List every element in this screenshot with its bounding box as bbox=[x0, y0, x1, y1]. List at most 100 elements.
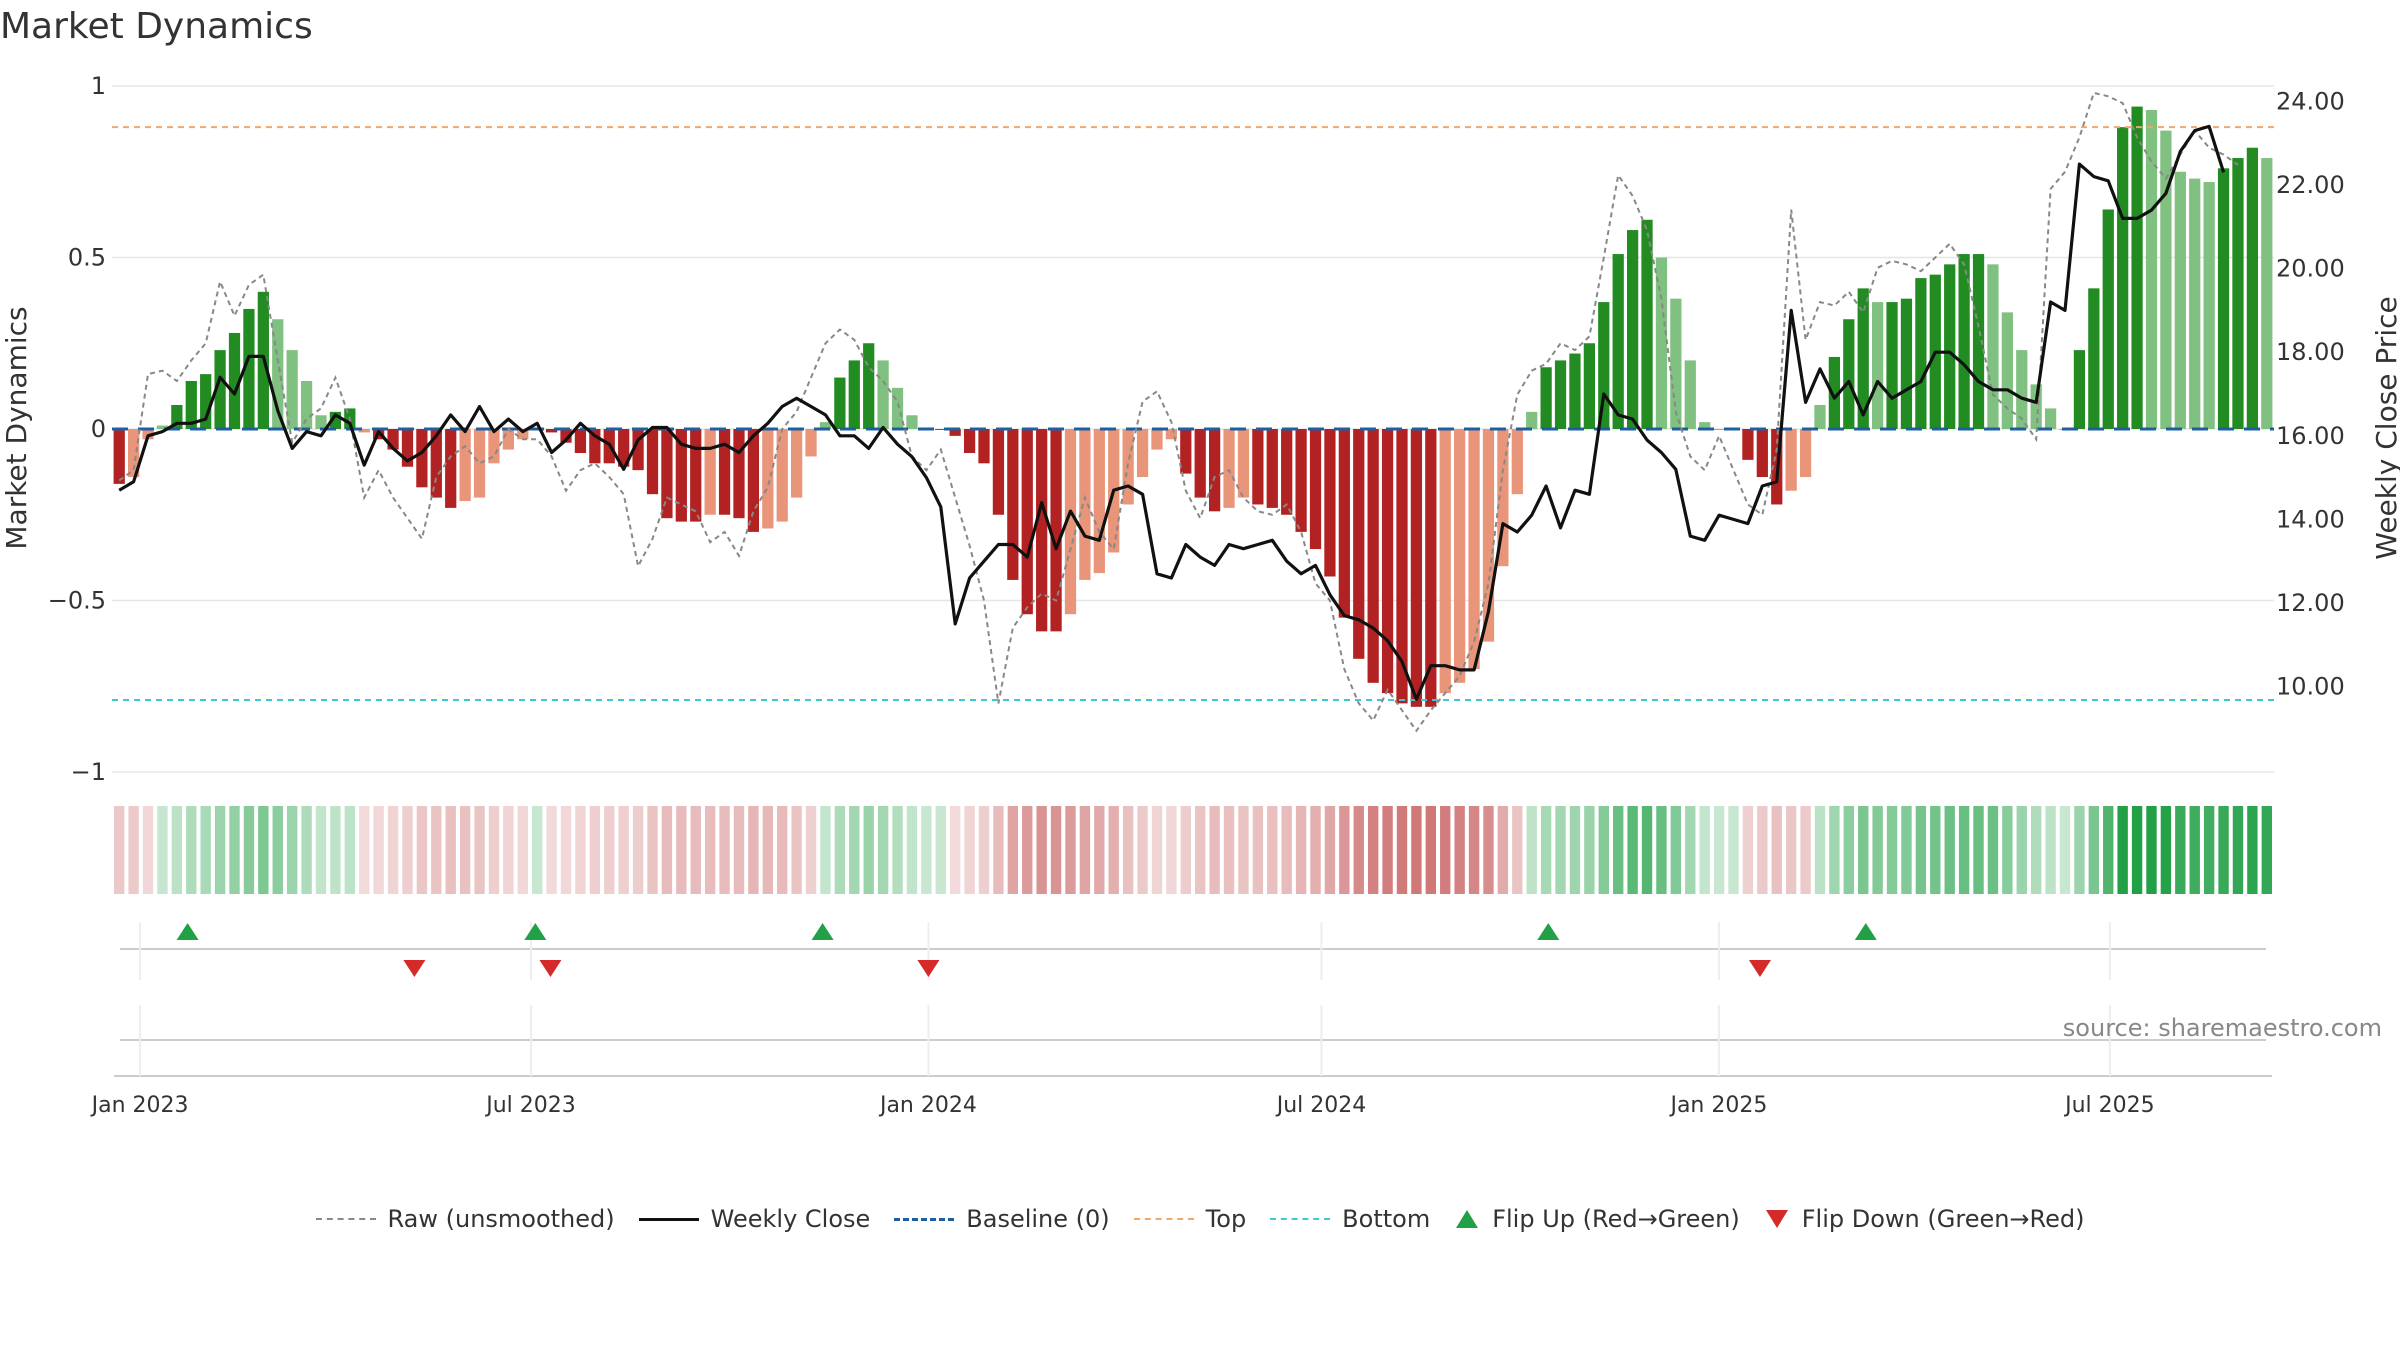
dynamics-bar bbox=[1036, 429, 1048, 632]
chart-title: Market Dynamics bbox=[0, 6, 313, 47]
heat-cell bbox=[762, 806, 773, 894]
heat-cell bbox=[1915, 806, 1927, 894]
dynamics-bar bbox=[1684, 360, 1696, 429]
dynamics-bar bbox=[805, 429, 817, 457]
dynamics-bar bbox=[1295, 429, 1307, 532]
heat-cell bbox=[503, 806, 514, 894]
series-lines bbox=[118, 91, 2239, 733]
heat-cell bbox=[661, 806, 673, 894]
heat-cell bbox=[906, 806, 918, 894]
heat-cell bbox=[2103, 806, 2114, 894]
heat-cell bbox=[704, 806, 716, 894]
dynamics-bar bbox=[1915, 278, 1927, 429]
dynamics-bar bbox=[2044, 408, 2057, 429]
heat-cell bbox=[157, 806, 168, 894]
heat-cell bbox=[1411, 806, 1422, 894]
heat-cell bbox=[1627, 806, 1638, 894]
dynamics-bar bbox=[214, 350, 226, 429]
dynamics-bar bbox=[1670, 298, 1682, 429]
dynamics-bar bbox=[1252, 429, 1264, 505]
heat-cell bbox=[186, 806, 197, 894]
y2-tick-label: 16.00 bbox=[2276, 422, 2345, 450]
dynamics-bar bbox=[1353, 429, 1365, 659]
dynamics-bar bbox=[1396, 429, 1408, 704]
heat-cell bbox=[402, 806, 413, 894]
dynamics-bar bbox=[2145, 110, 2158, 429]
heat-cell bbox=[2232, 806, 2244, 894]
heat-cell bbox=[589, 806, 601, 894]
dynamics-bar bbox=[430, 429, 442, 498]
heat-cell bbox=[2175, 806, 2186, 894]
dynamics-bar bbox=[1511, 429, 1523, 495]
dynamics-bar bbox=[1843, 319, 1855, 429]
dynamics-bar bbox=[2246, 147, 2259, 430]
dynamics-bar bbox=[863, 343, 875, 429]
heat-cell bbox=[1757, 806, 1768, 894]
heat-cell bbox=[272, 806, 283, 894]
heat-cell bbox=[1267, 806, 1278, 894]
heat-cell bbox=[1195, 806, 1206, 894]
dynamics-bars bbox=[113, 106, 2273, 707]
dynamics-bar bbox=[2232, 158, 2244, 429]
heat-cell bbox=[431, 806, 442, 894]
heat-cell bbox=[604, 806, 615, 894]
heat-cell bbox=[387, 806, 399, 894]
y2-tick-label: 18.00 bbox=[2276, 338, 2345, 366]
heat-cell bbox=[2002, 806, 2013, 894]
heat-cell bbox=[2247, 806, 2258, 894]
heat-cell bbox=[1742, 806, 1754, 894]
dynamics-bar bbox=[891, 387, 904, 429]
x-tick-label: Jan 2025 bbox=[1668, 1093, 1767, 1118]
dynamics-bar bbox=[2131, 106, 2143, 429]
y-axis-title: Market Dynamics bbox=[0, 306, 33, 549]
heat-cell bbox=[1094, 806, 1105, 894]
dynamics-bar bbox=[1482, 429, 1495, 642]
heat-cell bbox=[142, 806, 154, 894]
dynamics-bar bbox=[1266, 429, 1278, 508]
heat-cell bbox=[2074, 806, 2085, 894]
heat-cell bbox=[1007, 806, 1019, 894]
dynamics-bar bbox=[1944, 264, 1956, 429]
regime-heat-strip bbox=[114, 806, 2272, 894]
y2-tick-label: 12.00 bbox=[2276, 589, 2345, 617]
dynamics-bar bbox=[2073, 350, 2086, 429]
heat-cell bbox=[964, 806, 975, 894]
heat-cell bbox=[1367, 806, 1379, 894]
dynamics-bar bbox=[1742, 429, 1754, 460]
dynamics-bar bbox=[2261, 158, 2273, 429]
dynamics-bar bbox=[877, 360, 889, 429]
dynamics-bar bbox=[1900, 298, 1913, 429]
dynamics-bar bbox=[992, 429, 1005, 515]
flip-markers bbox=[176, 923, 1877, 977]
dynamics-bar bbox=[1439, 429, 1451, 694]
dynamics-bar bbox=[1151, 429, 1163, 450]
heat-cell bbox=[1685, 806, 1696, 894]
heat-cell bbox=[1108, 806, 1119, 894]
dynamics-bar bbox=[1223, 429, 1235, 508]
heat-cell bbox=[2117, 806, 2128, 894]
heat-cell bbox=[2261, 806, 2272, 894]
heat-cell bbox=[1526, 806, 1537, 894]
heat-cell bbox=[921, 806, 932, 894]
dynamics-bar bbox=[1468, 429, 1480, 670]
dynamics-bar bbox=[1410, 429, 1423, 707]
dynamics-bar bbox=[733, 429, 745, 519]
dynamics-bar bbox=[2001, 312, 2013, 429]
dynamics-bar bbox=[718, 429, 731, 515]
heat-cell bbox=[474, 806, 485, 894]
flip-down-marker bbox=[917, 960, 940, 977]
dynamics-bar bbox=[747, 429, 760, 532]
flip-down-marker bbox=[1748, 960, 1771, 977]
legend-item-baseline: Baseline (0) bbox=[894, 1205, 1110, 1233]
source-credit: source: sharemaestro.com bbox=[2062, 1014, 2382, 1042]
dynamics-bar bbox=[2117, 127, 2129, 429]
heat-cell bbox=[1569, 806, 1581, 894]
x-tick-label: Jan 2024 bbox=[878, 1093, 977, 1118]
heat-cell bbox=[2131, 806, 2143, 894]
heat-cell bbox=[877, 806, 889, 894]
dynamics-bar bbox=[1454, 429, 1466, 683]
heat-cell bbox=[690, 806, 701, 894]
flip-up-triangle-icon bbox=[1456, 1210, 1479, 1228]
dynamics-bar bbox=[1828, 356, 1841, 429]
dynamics-bar bbox=[1180, 429, 1192, 474]
